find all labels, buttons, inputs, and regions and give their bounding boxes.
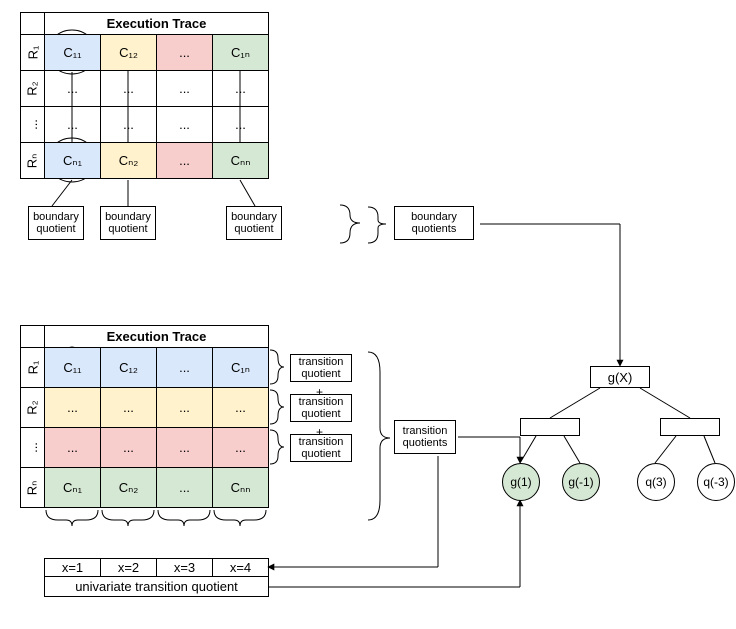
cell: Cₙ₂	[101, 468, 157, 508]
cell: Cₙ₁	[45, 143, 101, 179]
cell: Cₙ₂	[101, 143, 157, 179]
row-label: R₁	[25, 361, 40, 375]
row-label: R₂	[25, 81, 40, 95]
row-label: R₂	[25, 400, 40, 414]
cell: ...	[213, 388, 269, 428]
transition-quotient-box: transition quotient	[290, 354, 352, 382]
q3-node: q(3)	[637, 463, 675, 501]
qm3-node: q(-3)	[697, 463, 735, 501]
x-cell: x=2	[101, 559, 157, 577]
cell: ...	[101, 107, 157, 143]
boundary-quotients-box: boundary quotients	[394, 206, 474, 240]
cell: ...	[45, 428, 101, 468]
cell: ...	[157, 428, 213, 468]
cell: ...	[101, 71, 157, 107]
boundary-quotient-box: boundary quotient	[28, 206, 84, 240]
cell: ...	[157, 35, 213, 71]
cell: Cₙₙ	[213, 143, 269, 179]
x-cell: x=4	[213, 559, 269, 577]
cell: ...	[213, 428, 269, 468]
row-label: ...	[25, 442, 40, 453]
cell: ...	[157, 71, 213, 107]
cell: ...	[157, 143, 213, 179]
cell: ...	[157, 107, 213, 143]
cell: C₁ₙ	[213, 35, 269, 71]
cell: ...	[213, 107, 269, 143]
row-label: Rₙ	[24, 153, 40, 168]
bottom-execution-trace-table: Execution Trace R₁ C₁₁ C₁₂ ... C₁ₙ R₂ ..…	[20, 325, 269, 508]
cell: ...	[157, 468, 213, 508]
univariate-row: x=1 x=2 x=3 x=4 univariate transition qu…	[44, 558, 269, 597]
transition-quotient-box: transition quotient	[290, 434, 352, 462]
cell: ...	[157, 348, 213, 388]
cell: Cₙₙ	[213, 468, 269, 508]
transition-quotients-box: transition quotients	[394, 420, 456, 454]
cell: C₁₂	[101, 348, 157, 388]
cell: ...	[157, 388, 213, 428]
row-label: ...	[25, 119, 40, 130]
boundary-quotient-box: boundary quotient	[226, 206, 282, 240]
top-table-title: Execution Trace	[45, 13, 269, 35]
cell: C₁₁	[45, 348, 101, 388]
tree-internal-left	[520, 418, 580, 436]
transition-quotient-box: transition quotient	[290, 394, 352, 422]
cell: ...	[45, 388, 101, 428]
g1-node: g(1)	[502, 463, 540, 501]
row-label: R₁	[25, 46, 40, 60]
row-label: Rₙ	[24, 480, 40, 495]
cell: C₁ₙ	[213, 348, 269, 388]
cell: C₁₁	[45, 35, 101, 71]
gm1-node: g(-1)	[562, 463, 600, 501]
cell: ...	[45, 71, 101, 107]
boundary-quotient-box: boundary quotient	[100, 206, 156, 240]
cell: ...	[213, 71, 269, 107]
x-cell: x=1	[45, 559, 101, 577]
cell: C₁₂	[101, 35, 157, 71]
cell: ...	[45, 107, 101, 143]
cell: ...	[101, 428, 157, 468]
cell: Cₙ₁	[45, 468, 101, 508]
utq-cell: univariate transition quotient	[45, 577, 269, 597]
tree-internal-right	[660, 418, 720, 436]
top-execution-trace-table: Execution Trace R₁ C₁₁ C₁₂ ... C₁ₙ R₂ ..…	[20, 12, 269, 179]
bottom-table-title: Execution Trace	[45, 326, 269, 348]
cell: ...	[101, 388, 157, 428]
x-cell: x=3	[157, 559, 213, 577]
gx-box: g(X)	[590, 366, 650, 388]
diagram-canvas: Execution Trace R₁ C₁₁ C₁₂ ... C₁ₙ R₂ ..…	[0, 0, 736, 629]
